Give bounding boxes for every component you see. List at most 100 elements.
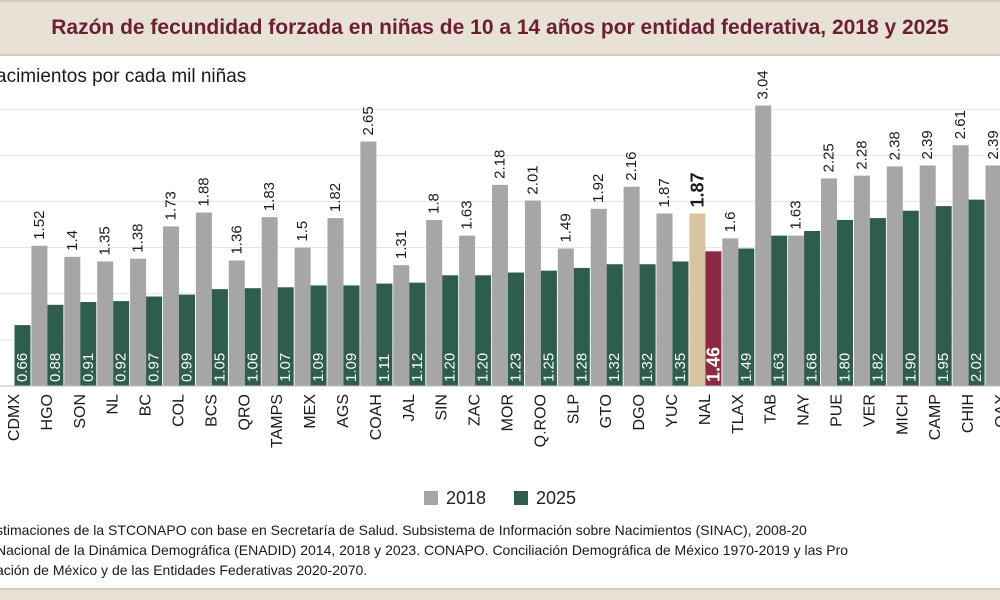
bar-2018 (459, 235, 476, 386)
data-label-2025: 1.95 (935, 353, 952, 382)
bar-2025 (705, 251, 722, 386)
data-label-2018: 1.49 (557, 213, 574, 242)
data-label-2018: 2.16 (623, 152, 640, 181)
bar-2025 (902, 210, 919, 386)
bar-2025 (771, 235, 788, 386)
x-tick-label: SIN (434, 394, 451, 421)
bar-2025 (508, 272, 524, 386)
data-label-2018: 1.4 (64, 230, 81, 251)
bar-2025 (244, 288, 261, 386)
data-label-2018: 2.39 (919, 130, 936, 159)
x-tick-label: Q.ROO (532, 394, 549, 447)
bar-2025 (376, 283, 393, 386)
bar-2018 (64, 256, 81, 386)
x-tick-label: CHIH (960, 394, 977, 433)
data-label-2025: 0.92 (113, 353, 130, 382)
bar-2025 (672, 261, 689, 386)
chart-title: Razón de fecundidad forzada en niñas de … (51, 16, 949, 39)
y-unit-label: acimientos por cada mil niñas (0, 66, 247, 87)
data-label-2018: 1.38 (130, 223, 147, 252)
data-label-2025: 1.63 (771, 353, 788, 382)
legend-swatch-2025 (514, 491, 528, 505)
data-label-2018: 1.82 (327, 183, 344, 212)
bar-2018 (195, 212, 212, 386)
data-label-2025: 1.23 (508, 353, 525, 382)
bar-chart: 0.66 CDMX 1.52 0.88 HGO 1.4 0.91 SON 1.35 0.92 NL 1… (0, 70, 1000, 448)
bar-2018 (360, 141, 377, 386)
data-label-2025: 1.32 (639, 353, 656, 382)
bar-2018 (853, 175, 870, 386)
bar-2025 (475, 275, 492, 386)
source-line: stimaciones de la STCONAPO con base en S… (0, 522, 807, 538)
bar-2025 (179, 294, 195, 386)
legend-item-2018: 2018 (423, 488, 486, 509)
x-tick-label: TLAX (730, 394, 747, 434)
bar-2018 (886, 166, 903, 386)
bar-2018 (261, 217, 278, 386)
bar-2025 (47, 304, 64, 386)
bar-2025 (935, 206, 952, 386)
legend-item-2025: 2025 (514, 488, 576, 509)
bar-2025 (14, 325, 31, 386)
bar-2025 (573, 267, 590, 386)
x-tick-label: MEX (302, 394, 319, 429)
source-note: stimaciones de la STCONAPO con base en S… (0, 520, 1000, 580)
data-label-2025: 1.06 (244, 353, 261, 382)
bar-2018 (722, 238, 739, 386)
x-tick-label: BC (138, 394, 155, 416)
x-tick-label: QRO (236, 394, 253, 430)
data-label-2018: 2.39 (985, 130, 1000, 159)
data-label-2018: 2.28 (853, 140, 870, 169)
x-tick-label: SLP (565, 394, 582, 424)
bar-2025 (540, 270, 557, 386)
bar-2018 (393, 265, 410, 386)
legend-swatch-2018 (423, 491, 438, 505)
data-label-2025: 0.99 (179, 353, 196, 382)
bar-2018 (821, 178, 837, 386)
data-label-2018: 2.65 (360, 106, 377, 135)
x-tick-label: CAMP (927, 394, 944, 440)
data-label-2025: 1.09 (310, 353, 327, 382)
bar-2018 (952, 145, 969, 386)
data-label-2025: 0.97 (146, 353, 163, 382)
bar-2025 (409, 282, 426, 386)
x-tick-label: YUC (664, 394, 681, 428)
bar-2025 (211, 289, 228, 386)
bar-2018 (623, 186, 640, 386)
bar-2018 (31, 245, 48, 386)
x-tick-label: VER (861, 394, 878, 427)
bar-2025 (80, 302, 97, 386)
x-tick-label: HGO (39, 394, 56, 430)
bar-2018 (492, 184, 508, 386)
bar-2018 (755, 105, 772, 386)
data-label-2018: 1.87 (656, 178, 673, 207)
bar-2018 (689, 213, 706, 386)
bar-2018 (163, 226, 179, 386)
data-label-2018: 1.63 (788, 200, 805, 229)
x-tick-label: OAX (993, 394, 1000, 428)
data-label-2018: 3.04 (755, 70, 772, 99)
x-tick-label: GTO (598, 394, 615, 428)
x-tick-label: COL (171, 394, 188, 427)
bar-2025 (343, 285, 360, 386)
bar-2018 (919, 165, 936, 386)
data-label-2018: 1.31 (393, 230, 410, 259)
x-tick-label: TAMPS (269, 394, 286, 448)
data-label-2025: 0.66 (14, 353, 31, 382)
data-label-2018: 1.5 (294, 221, 311, 242)
data-label-2025: 1.49 (738, 353, 755, 382)
chart-title-bar: Razón de fecundidad forzada en niñas de … (0, 0, 1000, 56)
x-tick-label: MICH (894, 394, 911, 435)
data-label-2018: 1.83 (261, 182, 278, 211)
bar-2018 (557, 248, 574, 386)
data-label-2018: 2.61 (952, 110, 969, 139)
data-label-2025: 1.25 (540, 353, 557, 382)
data-label-2025: 0.91 (80, 353, 97, 382)
bottom-rule (0, 588, 1000, 600)
data-label-2018: 2.01 (524, 165, 541, 194)
data-label-2025: 1.90 (902, 353, 919, 382)
source-line: Nacional de la Dinámica Demográfica (ENA… (0, 542, 849, 558)
bar-2018 (524, 200, 541, 386)
data-label-2025: 1.46 (703, 347, 723, 382)
data-label-2025: 1.07 (277, 353, 294, 382)
